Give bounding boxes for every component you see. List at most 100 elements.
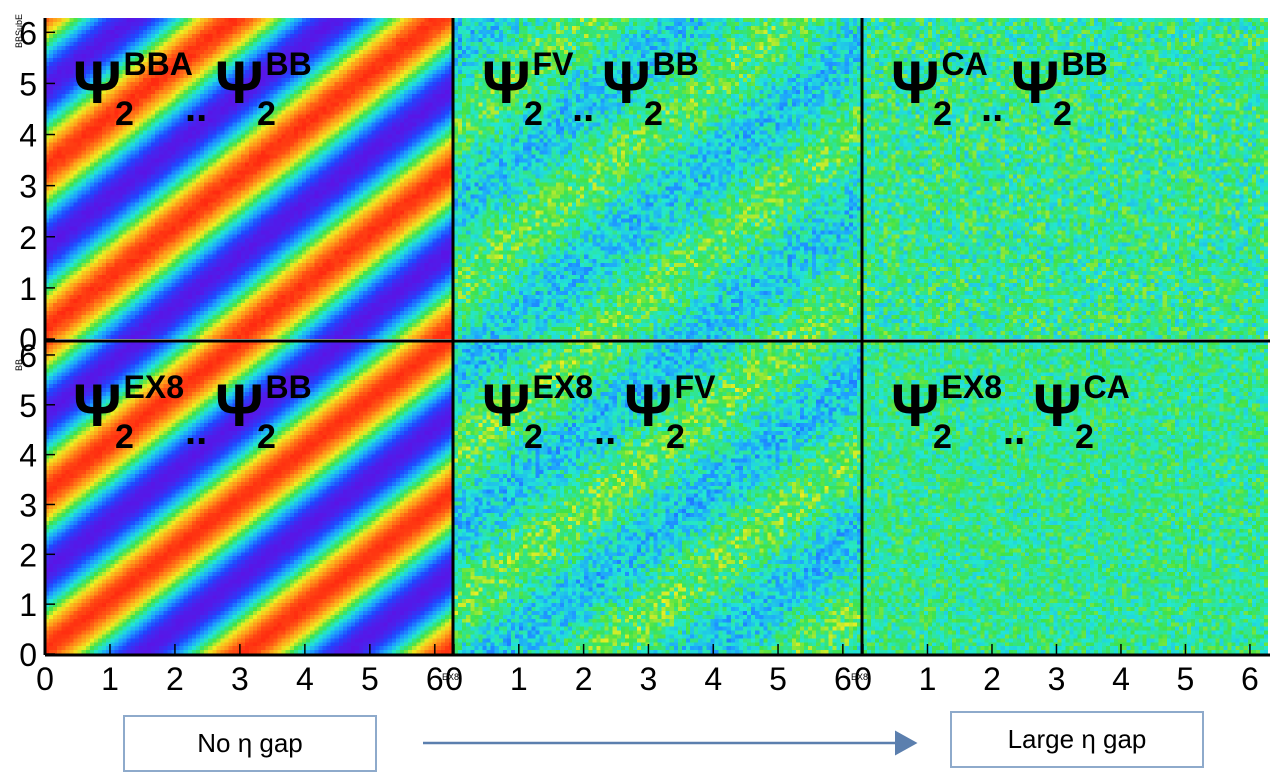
psi-subscript-b: 2 <box>1053 95 1072 133</box>
psi-symbol-b: Ψ <box>215 372 264 439</box>
psi-label-b: ΨFV <box>624 369 716 439</box>
x-tick-label: 6 <box>426 661 444 697</box>
psi-subscript-b: 2 <box>666 418 685 456</box>
psi-label-b: ΨBB <box>215 369 312 439</box>
heatmap-image <box>454 341 861 654</box>
x-tick-label: 2 <box>575 661 593 697</box>
psi-subscript-b: 2 <box>257 95 276 133</box>
x-tick-label: 1 <box>919 661 937 697</box>
psi-subscript-b: 2 <box>257 418 276 456</box>
x-tick-label: 2 <box>983 661 1001 697</box>
y-tick-label: 4 <box>19 438 37 474</box>
psi-symbol-a: Ψ <box>482 372 531 439</box>
psi-symbol-a: Ψ <box>73 49 122 116</box>
y-tick-label: 1 <box>19 271 37 307</box>
x-tick-label: 0 <box>445 661 463 697</box>
y-tick-label: 2 <box>19 220 37 256</box>
y-axis-title: BB <box>14 359 24 371</box>
x-tick-label: 3 <box>640 661 658 697</box>
psi-superscript-b: CA <box>1084 369 1130 405</box>
psi-superscript-a: BBA <box>124 46 193 82</box>
psi-separator: .. <box>185 409 207 453</box>
psi-label-b: ΨCA <box>1033 369 1130 439</box>
y-axis-title: BBSubE <box>14 14 24 48</box>
psi-subscript-a: 2 <box>933 95 952 133</box>
psi-superscript-a: EX8 <box>533 369 593 405</box>
psi-symbol-a: Ψ <box>482 49 531 116</box>
y-tick-label: 5 <box>19 388 37 424</box>
x-tick-label: 4 <box>1112 661 1130 697</box>
psi-subscript-a: 2 <box>115 95 134 133</box>
psi-symbol-b: Ψ <box>624 372 673 439</box>
x-tick-label: 6 <box>1241 661 1259 697</box>
y-tick-label: 3 <box>19 487 37 523</box>
heatmap-image <box>454 18 861 339</box>
large-eta-gap-label: Large η gap <box>950 711 1204 768</box>
no-eta-gap-label: No η gap <box>123 715 377 772</box>
psi-symbol-b: Ψ <box>1011 49 1060 116</box>
psi-label: ΨCA <box>891 46 988 116</box>
y-tick-label: 1 <box>19 587 37 623</box>
psi-separator: .. <box>594 409 616 453</box>
psi-label: ΨEX8 <box>891 369 1002 439</box>
psi-superscript-b: BB <box>266 369 312 405</box>
psi-separator: .. <box>1003 409 1025 453</box>
heatmap-image <box>45 341 453 654</box>
x-tick-label: 2 <box>166 661 184 697</box>
x-axis-title: EX8 <box>851 672 868 682</box>
x-axis-title: EX8 <box>442 672 459 682</box>
psi-separator: .. <box>185 86 207 130</box>
psi-label: ΨBBA <box>73 46 193 116</box>
psi-superscript-a: EX8 <box>124 369 184 405</box>
psi-subscript-a: 2 <box>524 95 543 133</box>
x-tick-label: 3 <box>1048 661 1066 697</box>
psi-label: ΨEX8 <box>73 369 184 439</box>
psi-label: ΨFV <box>482 46 574 116</box>
x-tick-label: 4 <box>296 661 314 697</box>
y-tick-label: 6 <box>19 15 37 51</box>
psi-superscript-b: BB <box>1062 46 1108 82</box>
y-tick-label: 5 <box>19 66 37 102</box>
x-tick-label: 1 <box>101 661 119 697</box>
psi-symbol-b: Ψ <box>1033 372 1082 439</box>
y-tick-label: 0 <box>19 637 37 673</box>
x-tick-label: 0 <box>854 661 872 697</box>
y-tick-label: 6 <box>19 338 37 374</box>
psi-symbol-a: Ψ <box>73 372 122 439</box>
x-tick-label: 5 <box>361 661 379 697</box>
psi-separator: .. <box>981 86 1003 130</box>
psi-superscript-a: CA <box>942 46 988 82</box>
x-tick-label: 3 <box>231 661 249 697</box>
x-tick-label: 5 <box>1177 661 1195 697</box>
psi-label: ΨEX8 <box>482 369 593 439</box>
psi-superscript-b: BB <box>266 46 312 82</box>
x-tick-label: 6 <box>834 661 852 697</box>
psi-superscript-b: FV <box>675 369 717 405</box>
y-tick-label: 2 <box>19 537 37 573</box>
psi-subscript-a: 2 <box>933 418 952 456</box>
psi-symbol-a: Ψ <box>891 372 940 439</box>
x-tick-label: 5 <box>769 661 787 697</box>
psi-subscript-a: 2 <box>524 418 543 456</box>
y-tick-label: 4 <box>19 118 37 154</box>
psi-superscript-a: FV <box>533 46 575 82</box>
psi-symbol-a: Ψ <box>891 49 940 116</box>
psi-subscript-b: 2 <box>1075 418 1094 456</box>
heatmap-image <box>45 18 453 339</box>
psi-label-b: ΨBB <box>1011 46 1108 116</box>
heatmap-image <box>863 18 1268 339</box>
psi-subscript-b: 2 <box>644 95 663 133</box>
psi-superscript-b: BB <box>653 46 699 82</box>
y-tick-label: 0 <box>19 322 37 358</box>
psi-subscript-a: 2 <box>115 418 134 456</box>
x-tick-label: 0 <box>36 661 54 697</box>
x-tick-label: 1 <box>510 661 528 697</box>
psi-label-b: ΨBB <box>215 46 312 116</box>
